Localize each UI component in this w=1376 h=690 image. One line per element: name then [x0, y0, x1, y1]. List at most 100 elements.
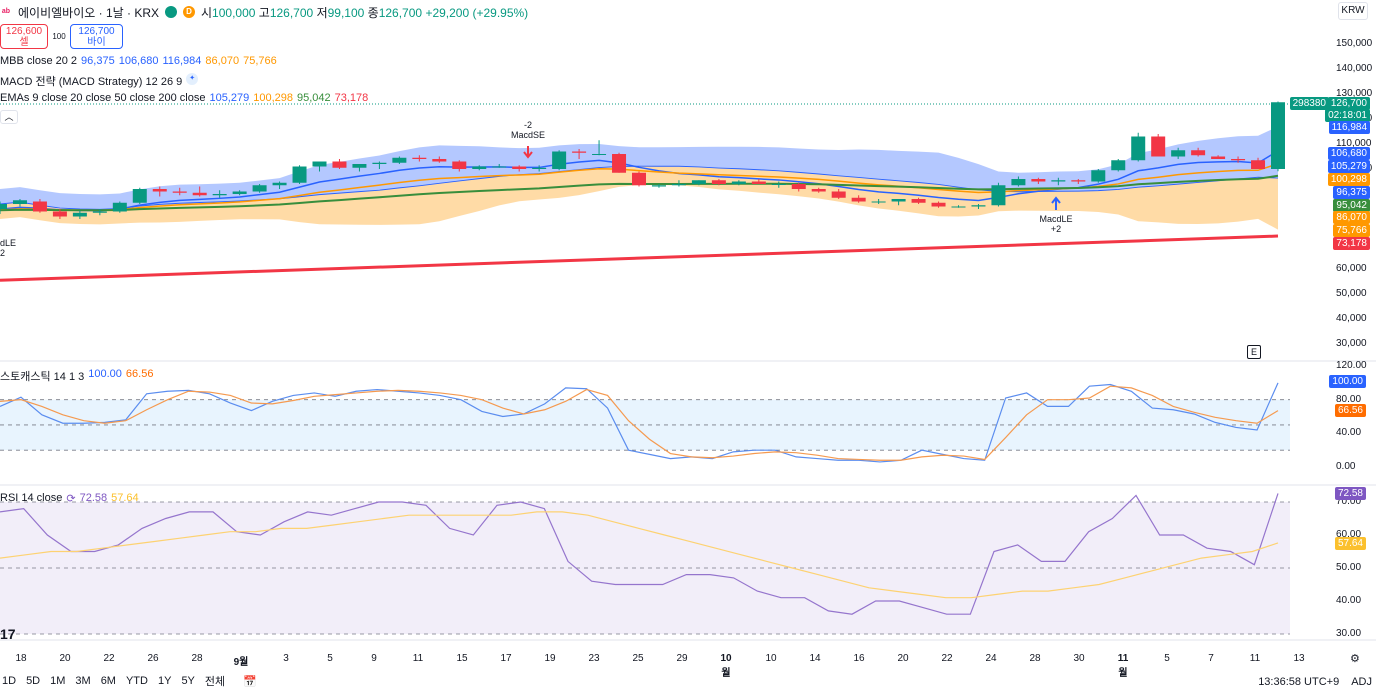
price-tag: 105,279: [1327, 160, 1370, 173]
range-1m[interactable]: 1M: [50, 675, 66, 687]
candle-body: [651, 185, 666, 187]
range-3m[interactable]: 3M: [75, 675, 91, 687]
price-axis-label: 50,000: [1336, 288, 1367, 299]
stoch-axis-label: 120.00: [1336, 360, 1367, 371]
rsi-axis-label: 50.00: [1336, 562, 1362, 573]
candle-body: [871, 201, 886, 203]
adj-toggle[interactable]: ADJ: [1351, 676, 1372, 688]
range-5y[interactable]: 5Y: [181, 675, 195, 687]
stoch-legend[interactable]: 스토캐스틱 14 1 3 100.00 66.56: [0, 368, 154, 383]
candle-body: [172, 191, 187, 193]
candle-body: [192, 192, 207, 196]
candle-body: [32, 201, 47, 212]
candle-body: [731, 181, 746, 184]
price-axis-label: 130,000: [1336, 88, 1373, 99]
candle-body: [12, 200, 27, 204]
stoch-axis-label: 0.00: [1336, 461, 1356, 472]
emas-legend[interactable]: EMAs 9 close 20 close 50 close 200 close…: [0, 92, 369, 104]
macd-se-marker: -2 MacdSE: [510, 120, 545, 140]
strategy-markers: [523, 146, 1061, 210]
macd-le-marker-left: dLE 2: [0, 238, 17, 258]
price-tag: 96,375: [1333, 186, 1370, 199]
candle-body: [112, 202, 127, 212]
candle-body: [592, 154, 607, 155]
time-axis-label: 20: [897, 653, 909, 664]
price-tag: 106,680: [1327, 147, 1370, 160]
time-axis-label: 15: [456, 653, 468, 664]
settings-icon[interactable]: ⚙: [1350, 653, 1360, 665]
time-axis-label: 11월: [1117, 653, 1129, 679]
time-axis-label: 5: [1164, 653, 1170, 664]
rsi-legend[interactable]: RSI 14 close ⟳ 72.58 57.64: [0, 492, 139, 505]
time-axis-label: 14: [809, 653, 821, 664]
ema-200-line: [0, 234, 1279, 282]
time-axis-label: 19: [544, 653, 556, 664]
rsi-axis-label: 30.00: [1336, 628, 1362, 639]
candle-body: [1191, 150, 1206, 156]
events-button[interactable]: E: [1247, 345, 1261, 359]
chart-grid: [0, 103, 1376, 641]
collapse-legend-button[interactable]: ︿: [0, 110, 18, 124]
candle-body: [72, 212, 87, 217]
price-tag: 86,070: [1333, 211, 1370, 224]
candle-body: [472, 166, 487, 169]
candle-body: [1131, 136, 1146, 161]
candle-body: [392, 157, 407, 163]
stochastic-pane: [0, 382, 1290, 463]
symbol-header: ab 에이비엘바이오 · 1날 · KRX D 시100,000 고126,70…: [0, 4, 528, 20]
volume-tag: 298380: [1289, 97, 1329, 110]
candle-body: [632, 172, 646, 186]
bb-basis-line: [0, 165, 1279, 210]
range-6m[interactable]: 6M: [100, 675, 116, 687]
price-axis-label: 110,000: [1336, 138, 1372, 149]
candle-body: [691, 180, 706, 184]
candle-body: [452, 161, 467, 169]
calendar-icon[interactable]: 📅: [243, 675, 257, 688]
sell-button[interactable]: 126,600 셀: [0, 24, 48, 49]
candle-body: [292, 166, 307, 183]
candle-body: [572, 151, 587, 153]
range-all[interactable]: 전체: [204, 676, 226, 688]
candle-body: [412, 157, 427, 159]
buy-button[interactable]: 126,700 바이: [70, 24, 123, 49]
sell-arrow-icon: [523, 146, 533, 159]
candle-body: [1271, 102, 1285, 169]
symbol-title[interactable]: 에이비엘바이오 · 1날 · KRX: [18, 5, 159, 20]
candle-body: [1091, 170, 1106, 182]
price-axis-label: 40,000: [1336, 313, 1367, 324]
candle-body: [612, 154, 627, 173]
bottom-status: 13:36:58 UTC+9 ADJ: [1258, 676, 1372, 688]
indicator-tag: 72.58: [1334, 487, 1366, 500]
range-5d[interactable]: 5D: [26, 675, 41, 687]
price-tag: 95,042: [1333, 199, 1370, 212]
candle-body: [212, 194, 227, 196]
candle-body: [512, 166, 527, 169]
stoch-axis-label: 40.00: [1336, 427, 1362, 439]
range-1y[interactable]: 1Y: [157, 675, 172, 687]
candle-body: [851, 197, 866, 202]
time-axis-label: 22: [103, 653, 115, 664]
clock[interactable]: 13:36:58 UTC+9: [1258, 676, 1340, 688]
candle-body: [352, 164, 367, 168]
price-axis-label: 150,000: [1336, 38, 1373, 49]
time-axis-label: 7: [1208, 653, 1214, 664]
strategy-report-icon[interactable]: ✦: [186, 73, 199, 85]
time-axis-label: 29: [676, 653, 688, 664]
bb-legend[interactable]: MBB close 20 2 96,375 106,680 116,984 86…: [0, 55, 277, 67]
price-tag: 73,178: [1333, 237, 1370, 250]
candle-body: [1051, 180, 1066, 182]
candle-body: [492, 166, 507, 168]
range-ytd[interactable]: YTD: [125, 675, 148, 687]
time-axis-label: 18: [15, 653, 27, 664]
range-1d[interactable]: 1D: [2, 675, 17, 687]
time-axis-label: 9월: [233, 657, 249, 668]
currency-selector[interactable]: KRW: [1338, 2, 1368, 20]
candle-body: [711, 180, 726, 184]
time-axis-label: 10월: [720, 653, 732, 679]
time-axis-label: 9: [371, 653, 377, 664]
stoch-k-line: [0, 382, 1279, 463]
stoch-axis-label: 80.00: [1336, 393, 1362, 405]
macd-strategy-legend[interactable]: MACD 전략 (MACD Strategy) 12 26 9 ✦: [0, 73, 199, 88]
candle-body: [1011, 179, 1026, 186]
